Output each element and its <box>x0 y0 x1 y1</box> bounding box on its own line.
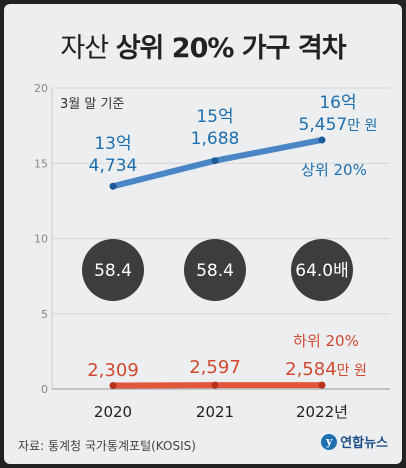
x-tick-label: 2020 <box>94 403 132 421</box>
infographic-card: 자산 상위 20% 가구 격차 0 5 10 15 20 2020 2021 2022년 3월 … <box>4 4 402 464</box>
data-point-top <box>109 182 117 190</box>
series-name-top: 상위 20% <box>301 161 367 179</box>
data-label-top-remainder: 1,688 <box>191 129 240 149</box>
ratio-circle <box>82 239 144 301</box>
title-main: 상위 20% 가구 격차 <box>115 33 347 64</box>
basis-note: 3월 말 기준 <box>60 97 124 112</box>
source-note: 자료: 통계청 국가통계포털(KOSIS) <box>18 439 196 453</box>
yonhap-logo: y 연합뉴스 <box>321 432 388 451</box>
unit-label: 만 원 <box>337 363 367 379</box>
series-name-bottom: 하위 20% <box>293 332 359 350</box>
data-point-top <box>318 136 326 144</box>
y-tick-label: 15 <box>34 157 48 170</box>
data-label-top-amount: 16억 <box>319 93 356 113</box>
ratio-label: 58.4 <box>94 261 132 281</box>
data-label-bottom: 2,597 <box>189 357 241 378</box>
y-tick-label: 5 <box>41 308 48 321</box>
data-label-top-remainder: 4,734 <box>89 156 138 176</box>
y-tick-label: 20 <box>34 82 48 95</box>
data-label-bottom: 2,584만 원 <box>285 359 367 380</box>
data-point-bottom <box>211 381 219 389</box>
y-tick-label: 10 <box>34 233 48 246</box>
y-tick-label: 0 <box>41 383 48 396</box>
ratio-label: 58.4 <box>196 261 234 281</box>
unit-label: 만 원 <box>347 118 377 134</box>
data-label-bottom: 2,309 <box>87 360 139 381</box>
ratio-label: 64.0배 <box>295 261 349 281</box>
chart-title: 자산 상위 20% 가구 격차 <box>4 26 402 65</box>
data-point-bottom <box>109 382 117 390</box>
logo-mark-icon: y <box>321 433 338 450</box>
logo-wordmark: 연합뉴스 <box>340 436 388 451</box>
x-tick-label: 2021 <box>196 403 234 421</box>
x-tick-label: 2022년 <box>296 403 348 421</box>
data-label-top-amount: 13억 <box>94 134 131 154</box>
data-label-top-remainder: 5,457만 원 <box>299 115 378 135</box>
title-prefix: 자산 <box>60 33 109 64</box>
data-label-top-amount: 15억 <box>196 107 233 127</box>
ratio-circle <box>184 239 246 301</box>
ratio-circle <box>291 239 353 301</box>
data-point-top <box>211 157 219 165</box>
data-point-bottom <box>318 381 326 389</box>
